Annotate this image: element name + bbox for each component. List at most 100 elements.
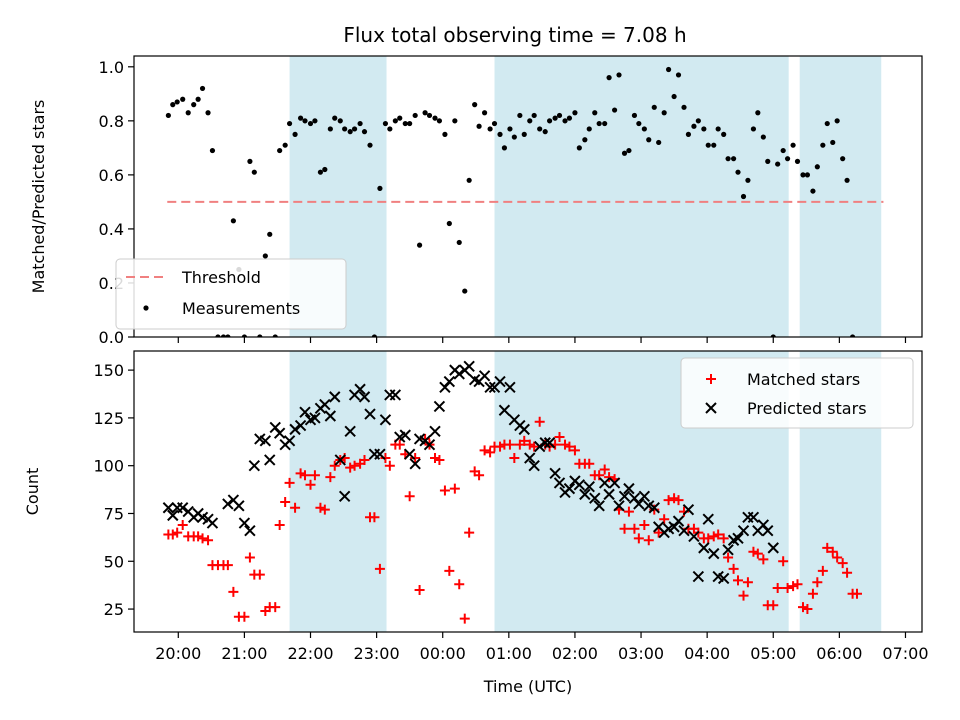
x-tick-label: 04:00 [684, 644, 730, 663]
predicted-point [717, 572, 730, 585]
observing-span [494, 56, 789, 337]
matched-point [459, 613, 470, 624]
matched-point [222, 560, 233, 571]
matched-point [782, 583, 793, 594]
measurement-point [422, 110, 428, 116]
matched-point [290, 502, 301, 513]
predicted-point [678, 524, 690, 537]
predicted-point [543, 437, 556, 449]
measurement-point [701, 126, 707, 132]
measurement-point [711, 142, 717, 148]
measurement-point [456, 239, 462, 246]
predicted-point [618, 490, 631, 502]
predicted-point [722, 544, 734, 556]
matched-point [504, 439, 515, 450]
measurement-point [572, 110, 578, 116]
measurement-point [755, 110, 761, 116]
measurement-point [562, 118, 568, 124]
predicted-point [692, 570, 705, 583]
measurement-point [750, 126, 757, 132]
measurement-point [225, 334, 231, 337]
y-tick-label: 25 [104, 600, 124, 619]
predicted-point [354, 383, 366, 395]
measurement-point [416, 242, 423, 248]
matched-point [410, 453, 421, 464]
measurement-point [209, 147, 216, 154]
measurement-point [636, 120, 642, 127]
matched-point [669, 493, 680, 504]
measurement-point [170, 102, 176, 108]
measurement-point [824, 120, 830, 127]
measurement-point [426, 112, 433, 119]
matched-point [485, 447, 496, 458]
matched-point [619, 523, 630, 534]
measurement-point [195, 96, 201, 102]
predicted-point [533, 440, 546, 453]
measurement-point [230, 218, 236, 224]
measurement-point [412, 112, 418, 119]
axes-frame [133, 55, 923, 338]
predicted-point [299, 406, 311, 418]
y-tick-label: 125 [93, 409, 124, 428]
measurement-point [685, 131, 692, 137]
measurement-point [511, 134, 517, 140]
measurement-point [775, 161, 781, 167]
x-tick-label: 21:00 [221, 644, 267, 663]
y-axis-label: Matched/Predicted stars [29, 100, 48, 294]
observing-spans [289, 56, 882, 337]
measurement-point [691, 123, 697, 129]
predicted-point [423, 438, 436, 451]
predicted-point [633, 498, 645, 510]
matched-point [239, 611, 250, 622]
matched-point [172, 527, 183, 538]
matched-point [359, 454, 370, 465]
matched-point [778, 556, 789, 567]
measurement-point [397, 115, 403, 121]
chart-title: Flux total observing time = 7.08 h [343, 23, 686, 47]
predicted-point [737, 524, 750, 537]
predicted-point [206, 517, 219, 529]
predicted-point [767, 542, 779, 554]
measurement-point [302, 118, 308, 124]
matched-point [430, 453, 441, 464]
series-matched-stars [163, 416, 862, 624]
matched-point [733, 575, 744, 586]
y-tick-label: 50 [104, 552, 124, 571]
legend-box [115, 258, 347, 330]
measurement-point [721, 131, 727, 137]
measurement-point [497, 131, 503, 137]
predicted-point [478, 370, 491, 382]
predicted-point [747, 511, 760, 524]
matched-point [495, 441, 506, 452]
matched-point [832, 552, 843, 563]
predicted-point [238, 517, 251, 529]
predicted-point [688, 530, 700, 543]
measurement-point [671, 93, 677, 100]
matched-point [653, 527, 664, 538]
predicted-point [176, 502, 189, 514]
measurement-point [327, 126, 333, 132]
measurement-point [342, 126, 348, 132]
matched-point [728, 563, 739, 574]
matched-point [434, 454, 445, 465]
series-predicted-stars [162, 360, 779, 585]
matched-point [325, 472, 336, 483]
matched-point [742, 577, 753, 588]
predicted-point [682, 503, 695, 516]
y-tick-label: 0.8 [99, 112, 124, 131]
predicted-point [504, 381, 516, 394]
measurement-point [382, 120, 389, 127]
matched-point [404, 491, 415, 502]
matched-point [673, 495, 684, 506]
measurement-point [521, 131, 527, 137]
measurement-point [626, 147, 632, 154]
data-points [162, 360, 862, 624]
measurement-point [770, 334, 776, 337]
matched-point [768, 600, 779, 611]
predicted-point [294, 419, 307, 432]
matched-point [703, 533, 714, 544]
measurement-point [452, 118, 458, 124]
measurement-point [592, 110, 598, 116]
measurement-point [596, 120, 602, 127]
predicted-point [603, 488, 615, 501]
